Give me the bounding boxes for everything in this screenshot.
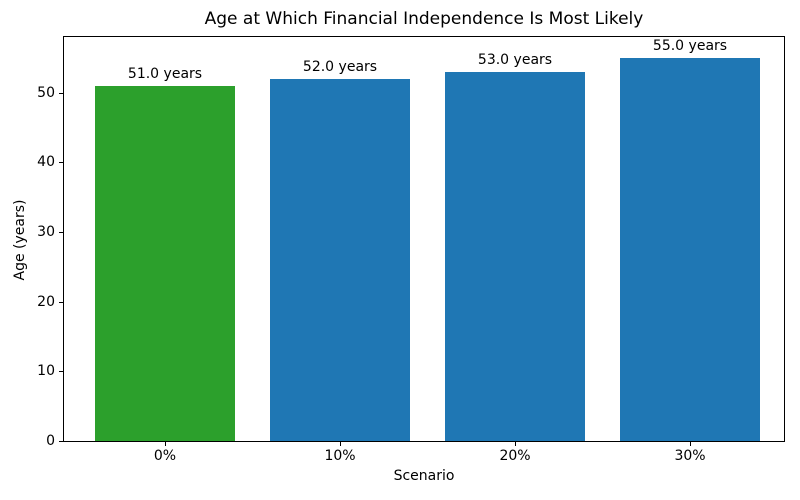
y-axis-label: Age (years) bbox=[12, 199, 28, 281]
x-tick-label: 30% bbox=[674, 448, 706, 464]
y-tick-mark bbox=[59, 441, 63, 442]
y-tick-label: 50 bbox=[37, 85, 55, 101]
y-tick-label: 20 bbox=[37, 294, 55, 310]
y-tick-mark bbox=[59, 302, 63, 303]
plot-area: 51.0 years 52.0 years 53.0 years 55.0 years bbox=[63, 36, 785, 442]
x-axis-label: Scenario bbox=[393, 468, 455, 484]
bar-value-label: 55.0 years bbox=[652, 37, 728, 54]
bar-0% bbox=[95, 85, 235, 441]
x-tick-mark bbox=[690, 442, 691, 446]
x-tick-label: 20% bbox=[499, 448, 531, 464]
y-tick-label: 0 bbox=[46, 433, 55, 449]
y-tick-mark bbox=[59, 371, 63, 372]
y-tick-mark bbox=[59, 162, 63, 163]
bar-10% bbox=[270, 78, 410, 441]
y-tick-mark bbox=[59, 232, 63, 233]
chart-title: Age at Which Financial Independence Is M… bbox=[204, 9, 644, 29]
bar-value-label: 52.0 years bbox=[302, 58, 378, 75]
y-tick-mark bbox=[59, 93, 63, 94]
x-tick-mark bbox=[340, 442, 341, 446]
bar-20% bbox=[445, 71, 585, 441]
x-tick-label: 10% bbox=[324, 448, 356, 464]
x-tick-label: 0% bbox=[153, 448, 177, 464]
bar-value-label: 51.0 years bbox=[127, 65, 203, 82]
y-tick-label: 10 bbox=[37, 363, 55, 379]
bar-value-label: 53.0 years bbox=[477, 51, 553, 68]
bar-30% bbox=[620, 57, 760, 441]
y-tick-label: 40 bbox=[37, 154, 55, 170]
x-tick-mark bbox=[165, 442, 166, 446]
x-tick-mark bbox=[515, 442, 516, 446]
y-tick-label: 30 bbox=[37, 224, 55, 240]
